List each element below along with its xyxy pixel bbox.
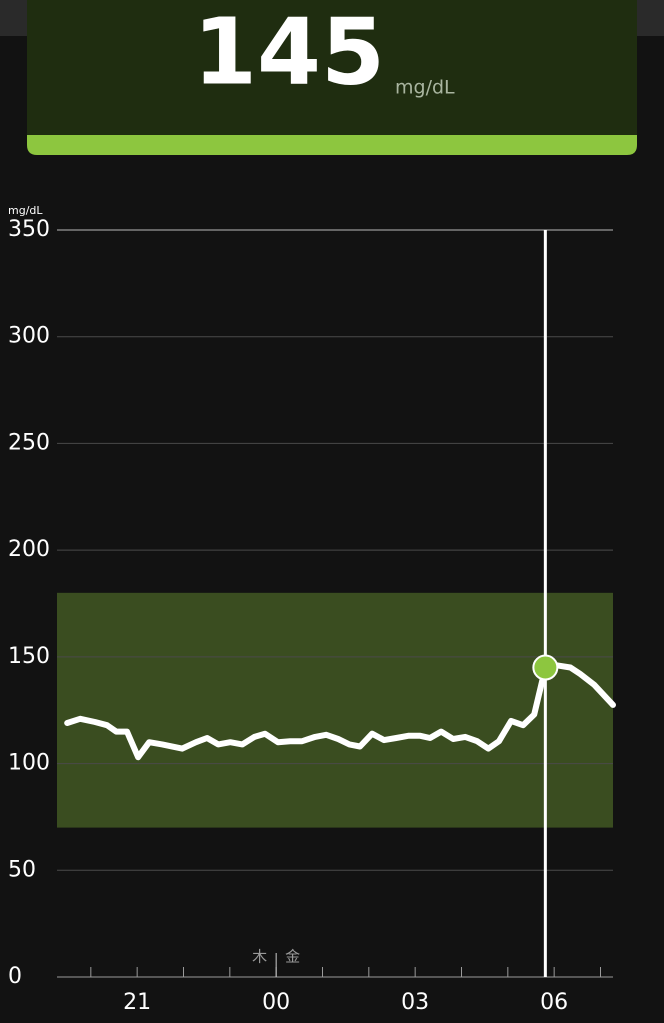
x-tick-label: 06 — [540, 990, 568, 1015]
x-tick-label: 00 — [262, 990, 290, 1015]
y-tick-label: 150 — [8, 644, 50, 669]
y-tick-label: 350 — [8, 217, 50, 242]
reading-card — [27, 0, 637, 135]
day-label: 金 — [285, 948, 300, 966]
x-tick-label: 21 — [123, 990, 151, 1015]
y-unit: mg/dL — [8, 204, 43, 217]
y-tick-label: 200 — [8, 537, 50, 562]
cursor-point — [532, 654, 559, 681]
y-tick-label: 300 — [8, 324, 50, 349]
current-value: 145 — [193, 0, 385, 105]
y-tick-label: 50 — [8, 857, 36, 882]
y-tick-label: 100 — [8, 751, 50, 776]
current-unit: mg/dL — [395, 77, 455, 99]
x-tick-label: 03 — [401, 990, 429, 1015]
y-tick-label: 0 — [8, 964, 22, 989]
target-range — [57, 592, 613, 828]
glucose-line — [64, 662, 616, 761]
y-tick-label: 250 — [8, 430, 50, 455]
day-label: 木 — [252, 948, 267, 966]
